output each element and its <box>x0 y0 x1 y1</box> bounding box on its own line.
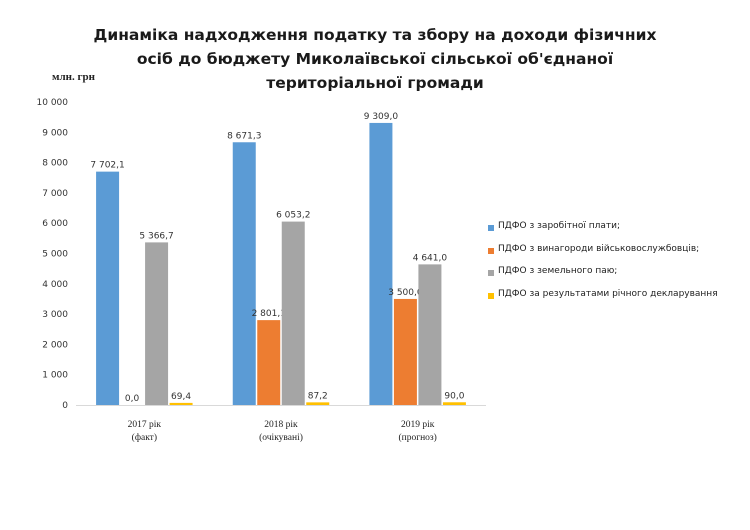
x-tick-label: 2017 рік <box>128 420 162 430</box>
y-tick-label: 7 000 <box>42 189 68 199</box>
data-label: 69,4 <box>171 392 191 402</box>
legend-label: ПДФО з винагороди військовослужбовців; <box>498 244 699 254</box>
data-label: 6 053,2 <box>276 211 310 221</box>
data-label: 7 702,1 <box>90 161 124 171</box>
legend-label: ПДФО з земельного паю; <box>498 266 617 276</box>
data-label: 0,0 <box>125 394 140 404</box>
legend-swatch <box>488 248 494 254</box>
bar <box>257 320 280 405</box>
y-tick-label: 3 000 <box>42 310 68 320</box>
legend-label: ПДФО з заробітної плати; <box>498 221 620 231</box>
bar <box>170 403 193 405</box>
y-tick-label: 5 000 <box>42 250 68 260</box>
data-label: 9 309,0 <box>364 112 399 122</box>
legend-item: ПДФО з земельного паю; <box>488 266 750 289</box>
x-tick-label: 2019 рік <box>401 420 435 430</box>
bar <box>394 299 417 405</box>
y-tick-label: 2 000 <box>42 340 68 350</box>
bar <box>418 264 441 405</box>
legend-label: ПДФО за результатами річного декларуванн… <box>498 289 718 299</box>
chart-legend: ПДФО з заробітної плати; ПДФО з винагород… <box>488 221 750 312</box>
bar <box>306 402 329 405</box>
data-label: 2 801,1 <box>252 309 286 319</box>
data-label: 3 500,0 <box>388 288 423 298</box>
y-tick-label: 4 000 <box>42 280 68 290</box>
legend-swatch <box>488 293 494 299</box>
legend-swatch <box>488 225 494 231</box>
data-label: 90,0 <box>444 391 464 401</box>
legend-item: ПДФО з винагороди військовослужбовців; <box>488 244 750 267</box>
bar <box>233 142 256 405</box>
bar <box>96 172 119 405</box>
y-tick-label: 1 000 <box>42 371 68 381</box>
data-label: 87,2 <box>308 391 328 401</box>
x-tick-label: (прогноз) <box>398 432 436 443</box>
y-tick-label: 9 000 <box>42 128 68 138</box>
data-label: 4 641,0 <box>413 253 448 263</box>
data-label: 5 366,7 <box>139 231 173 241</box>
y-tick-label: 8 000 <box>42 159 68 169</box>
bar <box>369 123 392 405</box>
bar <box>145 242 168 405</box>
y-tick-label: 0 <box>62 401 68 411</box>
y-tick-label: 6 000 <box>42 219 68 229</box>
legend-swatch <box>488 270 494 276</box>
bar <box>282 222 305 405</box>
x-tick-label: (очікувані) <box>259 432 303 443</box>
data-label: 8 671,3 <box>227 131 261 141</box>
legend-item: ПДФО з заробітної плати; <box>488 221 750 244</box>
legend-item: ПДФО за результатами річного декларуванн… <box>488 289 750 312</box>
x-tick-label: 2018 рік <box>264 420 298 430</box>
y-tick-label: 10 000 <box>37 98 69 108</box>
x-tick-label: (факт) <box>132 432 157 443</box>
bar <box>443 402 466 405</box>
